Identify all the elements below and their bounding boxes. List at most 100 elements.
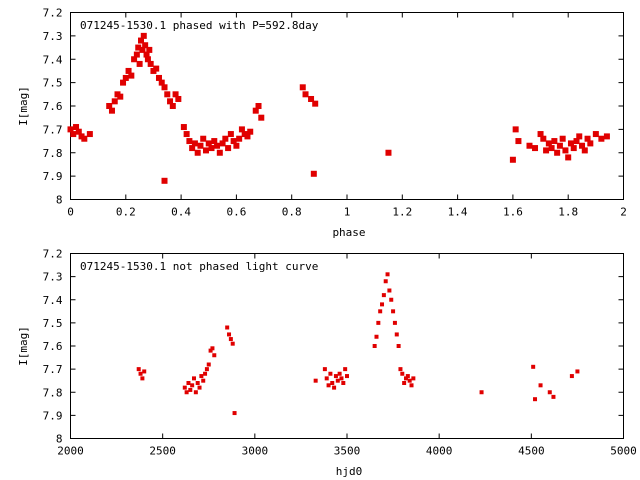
data-point xyxy=(140,376,145,381)
x-tick-label: 3000 xyxy=(242,445,269,458)
data-point xyxy=(128,72,135,79)
x-tick-label: 1 xyxy=(344,206,351,219)
data-point xyxy=(603,133,610,140)
data-point xyxy=(222,135,229,142)
axis-ticks: 2000 2500 3000 3500 4000 4500 5000 7.2 7.3 7.4 7.5… xyxy=(43,248,637,458)
data-point xyxy=(212,353,217,358)
data-point xyxy=(567,140,574,147)
data-point xyxy=(409,383,414,388)
data-point xyxy=(194,149,201,156)
data-point xyxy=(186,381,191,385)
data-point xyxy=(244,133,251,140)
data-point xyxy=(199,374,204,379)
data-point xyxy=(188,387,193,392)
data-point xyxy=(308,95,315,102)
y-tick-label: 7.8 xyxy=(43,386,63,399)
data-point xyxy=(135,44,142,51)
data-point xyxy=(140,32,147,39)
data-point xyxy=(405,374,410,379)
data-point xyxy=(575,369,580,374)
data-point xyxy=(189,145,196,152)
y-tick-label: 7.3 xyxy=(43,30,63,43)
data-point xyxy=(225,145,232,152)
y-tick-label: 7.9 xyxy=(43,170,63,183)
data-point xyxy=(383,279,388,284)
data-point xyxy=(569,374,574,379)
data-point xyxy=(598,135,605,142)
data-point xyxy=(543,147,550,154)
data-point xyxy=(197,385,202,390)
x-tick-label: 4500 xyxy=(518,445,545,458)
data-point xyxy=(184,390,189,395)
data-point xyxy=(122,74,129,81)
data-point xyxy=(479,390,484,395)
data-point xyxy=(573,138,580,145)
data-point xyxy=(547,390,552,395)
y-tick-label: 7.6 xyxy=(43,100,63,113)
data-point xyxy=(310,170,317,177)
data-point xyxy=(376,320,381,325)
data-point xyxy=(120,79,127,86)
data-point xyxy=(372,344,377,348)
data-point xyxy=(579,142,586,149)
data-point xyxy=(592,131,599,138)
data-point xyxy=(402,381,407,385)
data-point xyxy=(142,42,149,49)
data-point xyxy=(158,79,165,86)
x-tick-label: 0 xyxy=(67,206,74,219)
y-axis-label: I[mag] xyxy=(17,86,30,126)
y-tick-label: 7.4 xyxy=(43,53,63,66)
data-point xyxy=(556,142,563,149)
data-point xyxy=(155,74,162,81)
data-point xyxy=(385,272,390,277)
data-point xyxy=(143,51,150,58)
data-point xyxy=(374,334,379,339)
data-point xyxy=(509,156,516,163)
x-axis-label: phase xyxy=(332,226,365,239)
x-tick-label: 5000 xyxy=(610,445,637,458)
data-point xyxy=(195,381,200,385)
data-point xyxy=(581,147,588,154)
data-point xyxy=(161,177,168,184)
chart-title: 071245-1530.1 not phased light curve xyxy=(80,260,318,273)
data-point xyxy=(183,131,190,138)
data-point xyxy=(339,376,344,381)
data-point xyxy=(255,103,262,109)
y-tick-label: 7.7 xyxy=(43,363,63,376)
data-point xyxy=(545,140,552,147)
data-point xyxy=(398,367,403,372)
data-point xyxy=(208,348,213,353)
data-point xyxy=(343,367,348,372)
data-point xyxy=(186,138,193,145)
data-point xyxy=(551,138,558,145)
data-point xyxy=(400,371,405,376)
data-point xyxy=(203,371,208,376)
y-tick-label: 7.4 xyxy=(43,294,63,307)
data-point xyxy=(147,60,154,67)
y-tick-label: 8 xyxy=(56,194,63,207)
data-point xyxy=(570,145,577,152)
data-point xyxy=(385,149,392,156)
data-point xyxy=(333,374,338,379)
data-point xyxy=(302,91,309,98)
data-point xyxy=(167,98,174,105)
data-point xyxy=(73,124,80,131)
data-point xyxy=(211,138,218,145)
data-point xyxy=(133,51,140,58)
data-point xyxy=(138,37,145,44)
data-point xyxy=(554,149,561,156)
x-tick-label: 0.6 xyxy=(226,206,246,219)
data-point xyxy=(193,390,198,395)
data-point xyxy=(164,91,171,98)
data-point xyxy=(562,147,569,154)
data-point xyxy=(551,394,556,399)
y-tick-label: 7.2 xyxy=(43,248,63,261)
data-point xyxy=(144,56,151,63)
data-point xyxy=(247,128,254,135)
data-point xyxy=(335,378,340,383)
data-point xyxy=(313,378,318,383)
x-tick-label: 1.6 xyxy=(503,206,523,219)
data-point xyxy=(537,131,544,138)
phased-light-curve-panel: 071245-1530.1 phased with P=592.8day pha… xyxy=(17,7,627,240)
